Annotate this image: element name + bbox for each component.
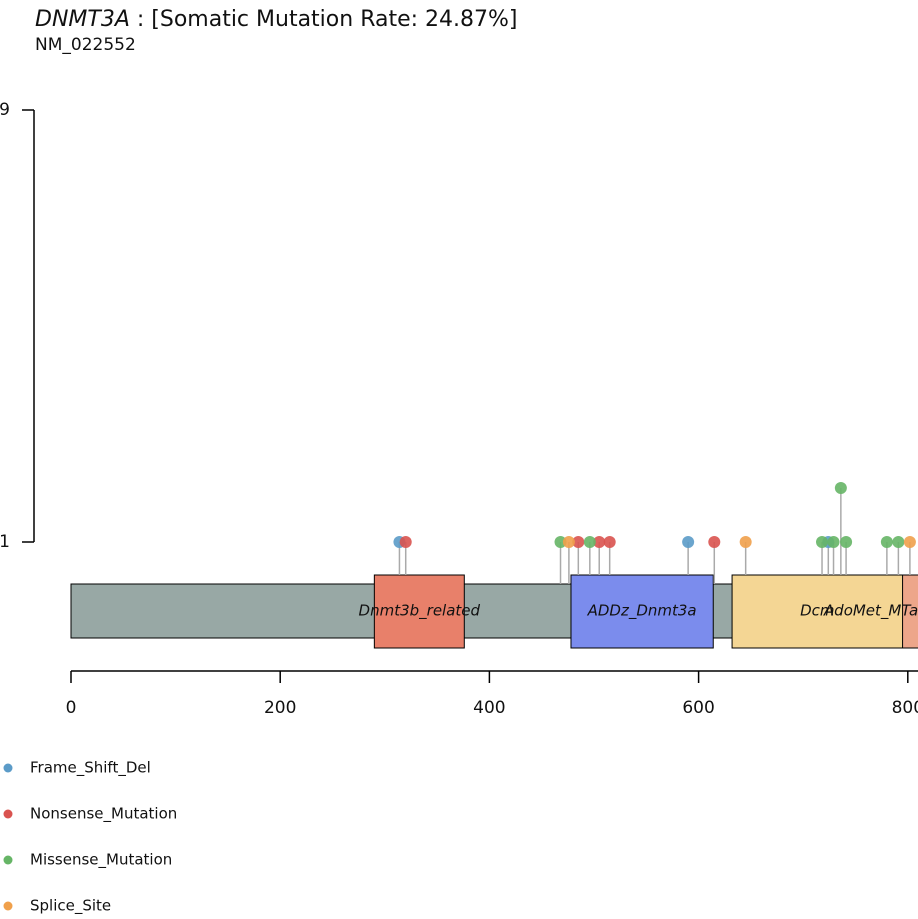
legend-marker (3, 763, 13, 773)
lollipop-head (399, 536, 412, 548)
gene-name: DNMT3A (35, 7, 130, 32)
legend-label: Splice_Site (30, 897, 111, 916)
x-tick-label: 0 (66, 698, 77, 718)
lollipop-head (593, 536, 606, 548)
title-text: : [Somatic Mutation Rate: 24.87%] (130, 7, 518, 32)
lollipop-head (554, 536, 567, 548)
legend-label: Frame_Shift_Del (30, 759, 151, 778)
domain-label: ADDz_Dnmt3a (587, 602, 697, 621)
x-tick-label: 800 (892, 698, 918, 718)
lollipop-head (682, 536, 695, 548)
legend-marker (3, 901, 13, 911)
lollipop-head (583, 536, 596, 548)
lollipop-head (840, 536, 853, 548)
x-tick-label: 400 (473, 698, 505, 718)
domain (731, 574, 904, 649)
x-tick-label: 600 (682, 698, 714, 718)
lollipop-head (562, 536, 575, 548)
legend-label: Nonsense_Mutation (30, 805, 177, 824)
lollipop-head (816, 536, 829, 548)
chart-subtitle: NM_022552 (35, 35, 136, 55)
domain (570, 574, 714, 649)
domain-label: Dnmt3b_related (359, 602, 481, 621)
lollipop-head (880, 536, 893, 548)
lollipop-head (834, 482, 847, 494)
domain-label: Dcm (800, 602, 834, 620)
chart-title: DNMT3A : [Somatic Mutation Rate: 24.87%] (35, 7, 518, 32)
lollipop-head (903, 536, 916, 548)
x-tick-label: 200 (264, 698, 296, 718)
lollipop-head (892, 536, 905, 548)
legend-label: Missense_Mutation (30, 851, 172, 870)
lollipop-head (708, 536, 721, 548)
legend-marker (3, 809, 13, 819)
domain-label: AdoMet_MTase (823, 602, 918, 621)
lollipop-head (572, 536, 585, 548)
lollipop-head (827, 536, 840, 548)
legend-marker (3, 855, 13, 865)
y-tick-label: 9 (0, 100, 10, 120)
lollipop-head (739, 536, 752, 548)
domain (373, 574, 465, 649)
lollipop-head (603, 536, 616, 548)
y-tick-label: 1 (0, 532, 10, 552)
